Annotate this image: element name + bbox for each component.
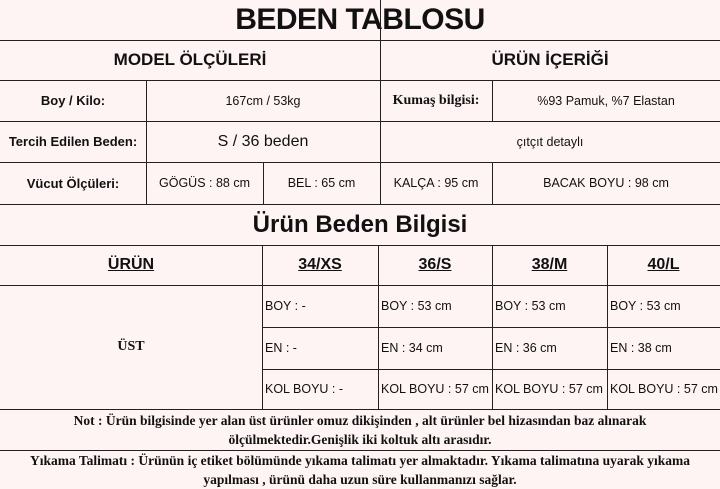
- divider: [607, 245, 608, 409]
- divider: [0, 40, 720, 41]
- column-header: 38/M: [531, 256, 568, 273]
- divider: [380, 0, 381, 204]
- divider: [492, 80, 493, 121]
- kalca-value: KALÇA : 95 cm: [393, 176, 479, 190]
- note-text: Not : Ürün bilgisinde yer alan üst ürünl…: [73, 413, 647, 447]
- divider: [492, 245, 493, 409]
- size-cell: KOL BOYU : 57 cm: [610, 382, 718, 396]
- size-cell: BOY : 53 cm: [610, 299, 681, 313]
- divider: [0, 204, 720, 205]
- model-heading: MODEL ÖLÇÜLERİ: [113, 50, 267, 69]
- boy-kilo-label: Boy / Kilo:: [40, 93, 106, 108]
- boy-kilo-value: 167cm / 53kg: [225, 93, 301, 108]
- beden-label: Tercih Edilen Beden:: [8, 134, 138, 149]
- bel-value: BEL : 65 cm: [287, 176, 356, 190]
- column-header: 34/XS: [298, 256, 342, 273]
- divider: [0, 409, 720, 410]
- divider: [262, 327, 720, 328]
- detay-value: çıtçıt detaylı: [516, 134, 584, 149]
- divider: [262, 245, 263, 409]
- divider: [492, 162, 493, 204]
- page-title: BEDEN TABLOSU: [235, 3, 485, 36]
- size-cell: EN : 34 cm: [381, 341, 443, 355]
- beden-value: S / 36 beden: [217, 132, 309, 150]
- size-cell: EN : 36 cm: [495, 341, 557, 355]
- divider: [262, 369, 720, 370]
- gogus-value: GÖGÜS : 88 cm: [159, 176, 250, 190]
- kumas-value: %93 Pamuk, %7 Elastan: [537, 93, 675, 108]
- size-cell: EN : -: [265, 341, 297, 355]
- divider: [0, 162, 720, 163]
- kumas-label: Kumaş bilgisi:: [392, 92, 480, 108]
- divider: [0, 285, 720, 286]
- divider: [0, 80, 720, 81]
- column-header: ÜRÜN: [107, 256, 155, 273]
- size-cell: KOL BOYU : 57 cm: [495, 382, 603, 396]
- size-cell: BOY : 53 cm: [381, 299, 452, 313]
- size-table-heading: Ürün Beden Bilgisi: [252, 210, 468, 238]
- size-cell: EN : 38 cm: [610, 341, 672, 355]
- column-header: 40/L: [647, 256, 680, 273]
- size-cell: KOL BOYU : 57 cm: [381, 382, 489, 396]
- size-cell: BOY : 53 cm: [495, 299, 566, 313]
- divider: [378, 245, 379, 409]
- size-cell: KOL BOYU : -: [265, 382, 344, 396]
- divider: [0, 121, 720, 122]
- divider: [0, 245, 720, 246]
- size-cell: BOY : -: [265, 299, 306, 313]
- wash-instructions: Yıkama Talimatı : Ürünün iç etiket bölüm…: [30, 453, 690, 487]
- vucut-label: Vücut Ölçüleri:: [26, 175, 120, 191]
- divider: [263, 162, 264, 204]
- divider: [0, 450, 720, 451]
- column-header: 36/S: [418, 256, 452, 273]
- bacak-value: BACAK BOYU : 98 cm: [543, 176, 669, 190]
- divider: [146, 80, 147, 204]
- product-name: ÜST: [117, 339, 145, 354]
- urun-heading: ÜRÜN İÇERİĞİ: [491, 50, 609, 69]
